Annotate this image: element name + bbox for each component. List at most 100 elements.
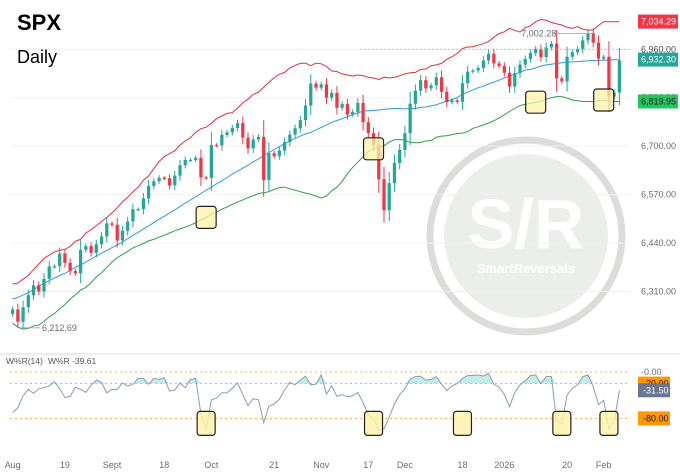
- candle-body: [21, 307, 25, 322]
- candle: [246, 132, 250, 154]
- time-tick-label: 19: [60, 460, 70, 470]
- williams-r-series: [12, 372, 620, 431]
- candle: [455, 98, 459, 104]
- candle-body: [99, 236, 104, 245]
- candle-body: [466, 71, 470, 84]
- candle: [387, 172, 391, 222]
- candle: [507, 66, 512, 93]
- candle-body: [63, 253, 67, 263]
- candle: [267, 142, 271, 191]
- candle-body: [392, 162, 397, 184]
- candle: [581, 35, 585, 54]
- candle-body: [586, 33, 590, 41]
- candle-body: [534, 48, 538, 53]
- candle: [120, 225, 125, 246]
- price-label-text: 6,960.00: [641, 44, 676, 54]
- candle-body: [152, 181, 156, 187]
- candle-body: [607, 56, 611, 97]
- candle: [382, 167, 386, 223]
- candle: [350, 109, 355, 117]
- williams-r-level-bg: [638, 411, 670, 426]
- candle: [162, 175, 166, 181]
- williams-r-current-value: -31.50: [638, 383, 670, 398]
- price-label-box: 6,819.95: [638, 94, 678, 109]
- price-gridlines: [10, 48, 630, 293]
- candle-body: [214, 145, 219, 147]
- candle-body: [335, 92, 339, 108]
- candle-body: [513, 73, 517, 87]
- candle-body: [235, 123, 240, 128]
- williams-r-level-text: -80.00: [643, 413, 669, 423]
- candle: [450, 98, 454, 105]
- candle-body: [31, 285, 36, 296]
- annotation-label: 6,212.69: [42, 323, 77, 333]
- candle: [502, 62, 506, 77]
- candle: [141, 193, 146, 215]
- candle-body: [262, 136, 266, 181]
- candle-body: [523, 58, 527, 65]
- candle-body: [596, 42, 601, 59]
- price-label-text: 6,819.95: [641, 96, 676, 106]
- williams-r-highlight-box: [599, 410, 619, 436]
- candle: [324, 78, 329, 104]
- candle-body: [350, 111, 355, 115]
- time-tick-label: Dec: [397, 460, 414, 470]
- candle: [418, 75, 423, 96]
- candle-body: [131, 209, 135, 222]
- price-label-text: 7,034.29: [641, 17, 676, 27]
- candle-body: [439, 77, 444, 92]
- candle-body: [345, 104, 350, 115]
- candle: [413, 84, 418, 110]
- candle: [481, 56, 486, 73]
- candle-body: [460, 83, 465, 102]
- candle-body: [141, 198, 146, 210]
- price-highlight-box: [195, 205, 217, 229]
- candle-body: [204, 177, 208, 179]
- time-tick-label: 18: [159, 460, 169, 470]
- candle: [345, 98, 350, 120]
- candle: [398, 143, 402, 170]
- williams-r-overbought-fill: [232, 383, 238, 384]
- candle-body: [157, 177, 161, 182]
- price-highlight-box: [525, 90, 547, 114]
- candle: [596, 35, 601, 66]
- candle: [424, 75, 428, 93]
- candle-body: [575, 48, 580, 53]
- candle-body: [377, 145, 381, 180]
- candle-body: [314, 83, 318, 88]
- candle: [58, 247, 62, 273]
- williams-r-legend: W%R(14): [6, 356, 43, 366]
- candle-body: [282, 142, 287, 151]
- candle-body: [105, 223, 109, 237]
- candle-body: [602, 56, 606, 59]
- candle-body: [309, 83, 313, 106]
- candle: [136, 207, 140, 212]
- candle: [63, 248, 67, 268]
- candle: [277, 147, 282, 160]
- candle-body: [450, 100, 454, 103]
- candle: [408, 91, 412, 145]
- candle: [554, 30, 559, 92]
- candle: [466, 66, 470, 89]
- williams-r-highlight-box: [196, 410, 216, 436]
- williams-r-overbought-fill: [117, 383, 123, 384]
- candle-body: [230, 127, 234, 133]
- williams-r-line: [12, 372, 620, 431]
- candle-body: [340, 104, 344, 108]
- candle: [209, 132, 214, 191]
- candle-body: [173, 175, 177, 186]
- williams-r-highlight-box: [552, 410, 572, 436]
- candle-body: [518, 64, 522, 74]
- watermark-logo: S/R SmartReversals: [426, 136, 626, 336]
- candle-body: [486, 53, 491, 61]
- williams-r-overbought-fill: [551, 376, 557, 384]
- candle: [42, 272, 46, 298]
- candle: [476, 65, 480, 73]
- candle: [262, 120, 266, 197]
- candle: [429, 82, 433, 91]
- candle: [251, 134, 255, 154]
- time-tick-label: Nov: [313, 460, 330, 470]
- candle: [105, 217, 109, 243]
- candle: [99, 232, 104, 249]
- williams-r-current-bg: [638, 383, 670, 398]
